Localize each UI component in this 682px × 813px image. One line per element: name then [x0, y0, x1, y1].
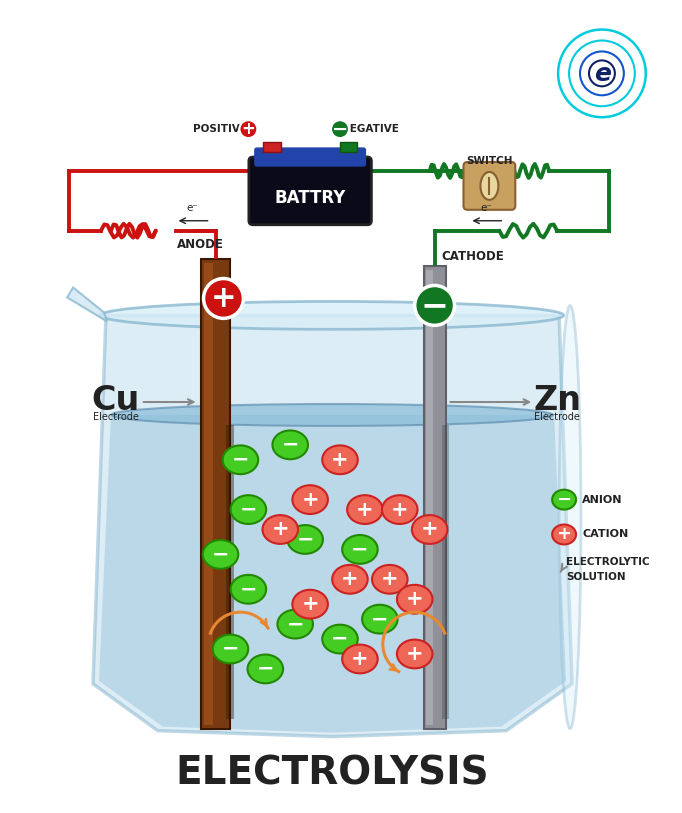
Ellipse shape	[397, 640, 432, 668]
Ellipse shape	[559, 306, 581, 728]
Ellipse shape	[222, 446, 258, 474]
FancyBboxPatch shape	[464, 162, 516, 210]
Circle shape	[415, 285, 454, 325]
Text: −: −	[286, 614, 304, 634]
Text: Cu: Cu	[92, 384, 140, 416]
Text: BATTRY: BATTRY	[274, 189, 346, 207]
Ellipse shape	[263, 515, 298, 544]
Ellipse shape	[111, 404, 552, 426]
Text: ANION: ANION	[582, 494, 623, 505]
Ellipse shape	[322, 446, 358, 474]
Text: +: +	[381, 569, 398, 589]
Text: Electrode: Electrode	[93, 412, 139, 422]
Text: +: +	[331, 450, 349, 470]
Bar	[424, 266, 445, 728]
Text: +: +	[421, 520, 439, 540]
Ellipse shape	[322, 624, 358, 654]
Ellipse shape	[100, 302, 563, 329]
Circle shape	[239, 120, 257, 138]
Text: −: −	[331, 629, 349, 649]
Text: −: −	[351, 539, 369, 559]
Text: +: +	[301, 489, 319, 510]
Ellipse shape	[203, 540, 238, 569]
Text: Electrode: Electrode	[534, 412, 580, 422]
Bar	[263, 142, 281, 152]
Ellipse shape	[248, 654, 283, 683]
Text: ANODE: ANODE	[177, 237, 224, 250]
Ellipse shape	[362, 605, 398, 633]
Ellipse shape	[412, 515, 447, 544]
Text: +: +	[211, 284, 236, 313]
Text: −: −	[332, 120, 349, 139]
FancyBboxPatch shape	[255, 148, 366, 166]
Polygon shape	[93, 315, 572, 737]
Text: +: +	[356, 499, 374, 520]
Text: +: +	[406, 589, 424, 609]
Ellipse shape	[552, 489, 576, 510]
Bar	[426, 270, 433, 724]
Text: −: −	[239, 579, 257, 599]
Ellipse shape	[382, 495, 417, 524]
Ellipse shape	[552, 524, 576, 545]
Bar	[441, 425, 449, 719]
Text: SOLUTION: SOLUTION	[566, 572, 625, 582]
Ellipse shape	[347, 495, 383, 524]
Text: +: +	[391, 499, 409, 520]
Ellipse shape	[272, 430, 308, 459]
Bar	[203, 263, 213, 724]
Text: e: e	[595, 63, 612, 86]
Ellipse shape	[332, 565, 368, 593]
Ellipse shape	[293, 485, 328, 514]
Text: −: −	[371, 609, 389, 629]
Ellipse shape	[231, 495, 266, 524]
Bar	[340, 142, 357, 152]
Text: POSITIVE: POSITIVE	[194, 124, 248, 134]
Text: CATION: CATION	[582, 529, 628, 540]
Ellipse shape	[342, 535, 378, 563]
Text: −: −	[421, 289, 449, 322]
Text: e⁻: e⁻	[187, 202, 198, 213]
Text: Zn: Zn	[533, 384, 581, 416]
Text: −: −	[222, 639, 239, 659]
Polygon shape	[67, 288, 107, 321]
Text: −: −	[239, 499, 257, 520]
Text: ELECTROLYSIS: ELECTROLYSIS	[175, 754, 489, 793]
Text: −: −	[211, 545, 229, 564]
Ellipse shape	[397, 585, 432, 614]
Text: ELECTROLYTIC: ELECTROLYTIC	[566, 558, 650, 567]
Text: −: −	[557, 490, 572, 509]
Text: CATHODE: CATHODE	[441, 250, 504, 263]
Ellipse shape	[293, 589, 328, 619]
Ellipse shape	[372, 565, 408, 593]
Text: +: +	[557, 525, 572, 543]
Ellipse shape	[342, 645, 378, 673]
Text: −: −	[282, 435, 299, 454]
Text: +: +	[271, 520, 289, 540]
Text: +: +	[406, 644, 424, 664]
Text: −: −	[256, 659, 274, 679]
Ellipse shape	[287, 525, 323, 554]
Text: +: +	[341, 569, 359, 589]
Polygon shape	[99, 415, 566, 733]
Text: SWITCH: SWITCH	[466, 156, 513, 166]
Circle shape	[203, 279, 243, 319]
Text: −: −	[232, 450, 249, 470]
Text: +: +	[241, 120, 255, 138]
Circle shape	[331, 120, 349, 138]
Ellipse shape	[231, 575, 266, 603]
Ellipse shape	[480, 172, 499, 200]
Text: e⁻: e⁻	[480, 202, 492, 213]
Text: NEGATIVE: NEGATIVE	[341, 124, 399, 134]
Bar	[226, 425, 235, 719]
Text: −: −	[297, 529, 314, 550]
Bar	[201, 259, 231, 728]
Ellipse shape	[278, 610, 313, 638]
FancyBboxPatch shape	[249, 157, 372, 224]
Ellipse shape	[213, 635, 248, 663]
Text: +: +	[351, 649, 369, 669]
Text: +: +	[301, 594, 319, 614]
